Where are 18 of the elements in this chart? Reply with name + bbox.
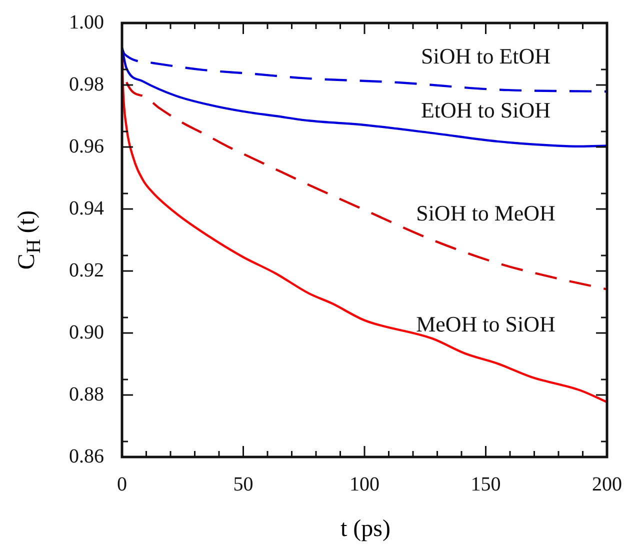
- x-tick-label: 200: [592, 473, 622, 496]
- series-label: SiOH to EtOH: [420, 44, 551, 69]
- y-tick-label: 0.96: [69, 135, 104, 158]
- x-axis-title: t (ps): [340, 516, 392, 543]
- x-tick-label: 0: [117, 473, 127, 496]
- y-tick-label: 0.92: [69, 259, 104, 282]
- series-label: SiOH to MeOH: [416, 200, 556, 226]
- y-tick-label: 0.90: [69, 321, 104, 344]
- y-tick-label: 0.98: [69, 73, 104, 96]
- y-tick-label: 0.86: [69, 445, 104, 468]
- series-label: EtOH to SiOH: [420, 98, 551, 123]
- y-tick-label: 0.88: [69, 383, 104, 406]
- x-tick-label: 100: [350, 473, 380, 496]
- x-tick-label: 50: [233, 473, 254, 496]
- y-tick-label: 1.00: [69, 11, 104, 34]
- series-label: MeOH to SiOH: [416, 312, 556, 337]
- y-tick-label: 0.94: [69, 197, 104, 220]
- x-tick-label: 150: [470, 473, 501, 496]
